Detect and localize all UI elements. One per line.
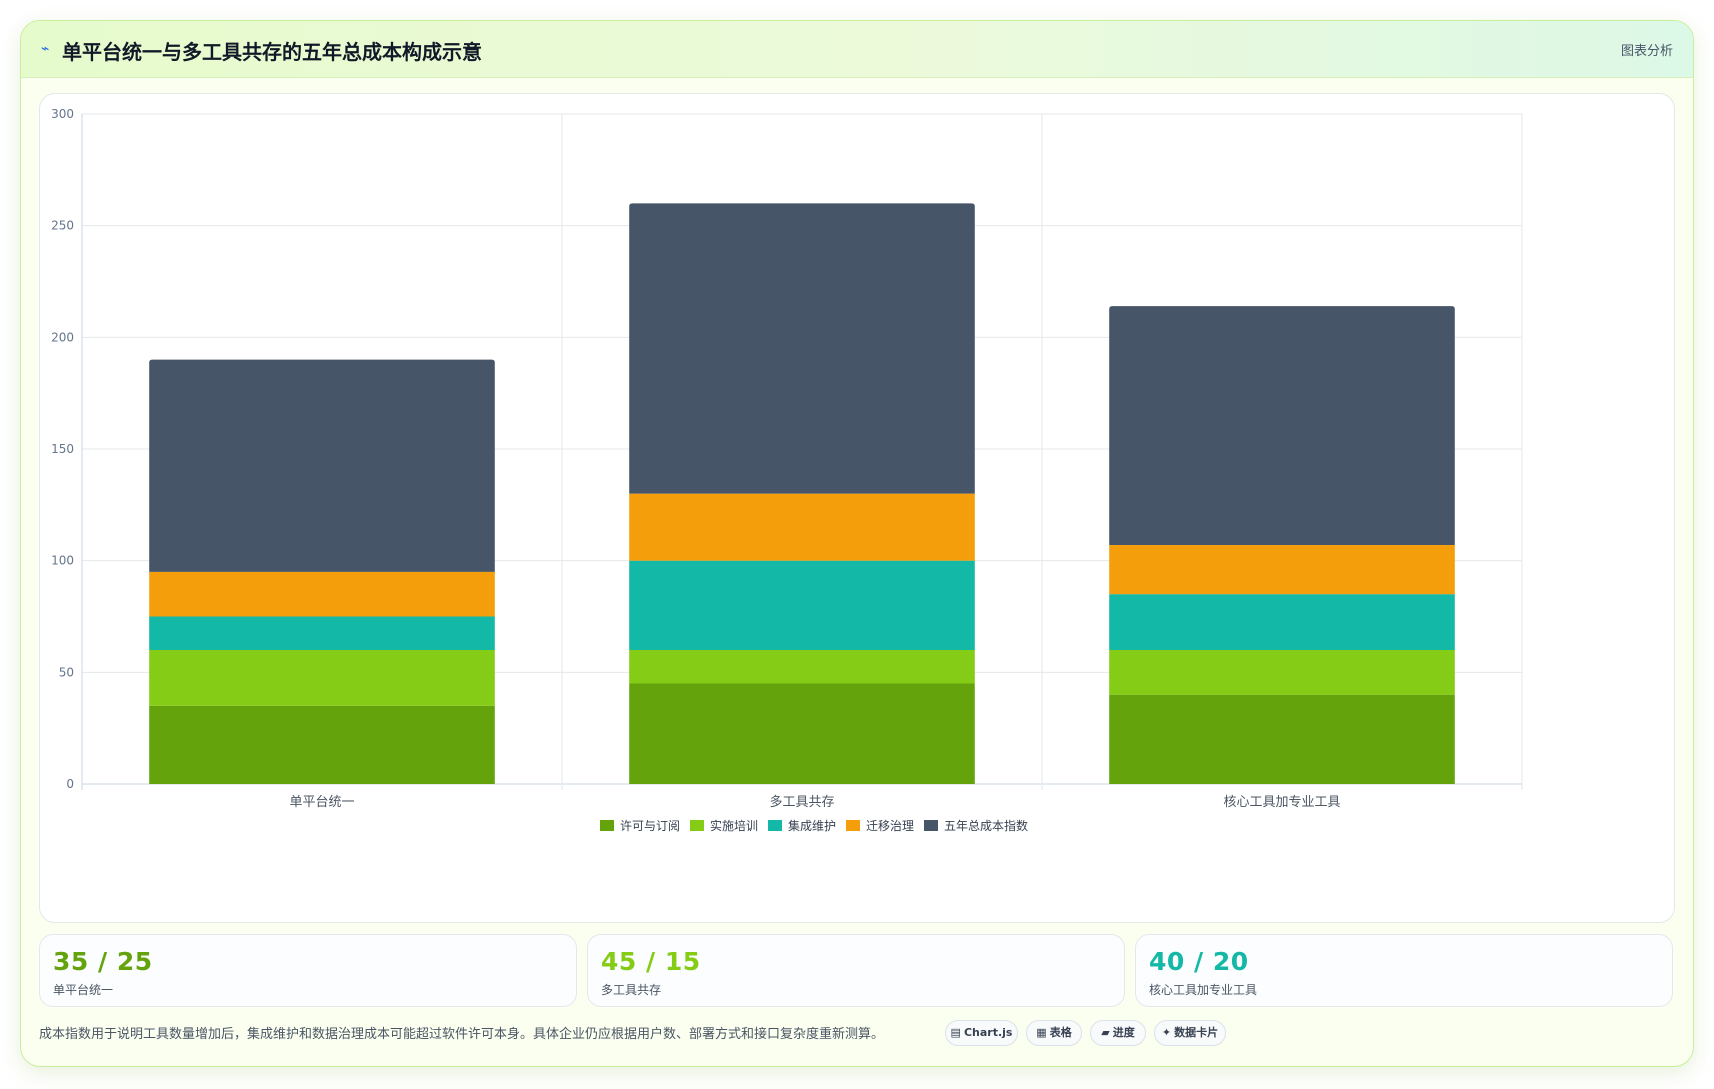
table-icon: ▦ xyxy=(1036,1026,1047,1039)
bar-segment xyxy=(149,616,495,650)
legend-swatch xyxy=(690,820,704,831)
stat-card-core-plus-specialist: 40 / 20 核心工具加专业工具 xyxy=(1135,934,1673,1007)
bar-segment xyxy=(1109,594,1455,650)
stat-value: 35 / 25 xyxy=(53,947,153,976)
bar-segment xyxy=(1109,650,1455,695)
footnote: 成本指数用于说明工具数量增加后，集成维护和数据治理成本可能超过软件许可本身。具体… xyxy=(39,1027,885,1042)
chart-title: 单平台统一与多工具共存的五年总成本构成示意 xyxy=(62,40,482,64)
stat-label: 多工具共存 xyxy=(601,983,662,997)
bar-segment xyxy=(149,571,495,617)
x-tick-label: 多工具共存 xyxy=(769,794,834,810)
bar-segment xyxy=(629,650,975,684)
legend-swatch xyxy=(846,820,860,831)
x-tick-label: 核心工具加专业工具 xyxy=(1223,795,1340,810)
legend-label: 许可与订阅 xyxy=(620,819,680,833)
stacked-bar-chart: 0 50 100 150 200 250 300 单平台统一 多工具共存 核心工具加专业工具许可与… xyxy=(51,107,1523,833)
stat-label: 核心工具加专业工具 xyxy=(1149,983,1258,997)
bar-segment xyxy=(1109,306,1455,546)
bar-segment xyxy=(1109,694,1455,784)
y-tick-label: 150 xyxy=(51,442,74,456)
legend-label: 五年总成本指数 xyxy=(944,818,1028,833)
legend-label: 迁移治理 xyxy=(866,819,914,833)
chip-chartjs[interactable]: ▤ Chart.js xyxy=(945,1020,1018,1046)
chip-progress[interactable]: ▰ 进度 xyxy=(1090,1020,1146,1046)
legend-swatch xyxy=(924,820,938,831)
bar-segment xyxy=(149,359,495,572)
chart-analysis-tag[interactable]: 图表分析 xyxy=(1620,44,1673,59)
stat-card-single-platform: 35 / 25 单平台统一 xyxy=(39,934,577,1007)
x-tick-label: 单平台统一 xyxy=(289,795,354,810)
legend-swatch xyxy=(768,820,782,831)
bar-segment xyxy=(149,650,495,706)
stat-value: 40 / 20 xyxy=(1149,947,1249,976)
y-tick-label: 100 xyxy=(51,554,74,568)
y-tick-label: 250 xyxy=(51,219,74,233)
chip-label: 表格 xyxy=(1049,1026,1072,1039)
chip-label: 数据卡片 xyxy=(1174,1026,1219,1039)
legend-swatch xyxy=(600,820,614,831)
chip-label: Chart.js xyxy=(963,1026,1013,1039)
bar-segment xyxy=(629,203,975,494)
y-tick-label: 0 xyxy=(66,777,74,791)
chip-data-card[interactable]: ✦ 数据卡片 xyxy=(1154,1020,1226,1046)
card-header: ⌁ 单平台统一与多工具共存的五年总成本构成示意 图表分析 xyxy=(21,21,1693,78)
legend-label: 集成维护 xyxy=(788,818,836,833)
stat-value: 45 / 15 xyxy=(601,947,701,976)
y-tick-label: 50 xyxy=(59,665,74,679)
y-tick-label: 300 xyxy=(51,107,74,121)
stat-card-multi-tool: 45 / 15 多工具共存 xyxy=(587,934,1125,1007)
bar-segment xyxy=(1109,545,1455,595)
chip-table[interactable]: ▦ 表格 xyxy=(1026,1020,1082,1046)
legend-label: 实施培训 xyxy=(710,818,758,833)
bar-segment xyxy=(629,683,975,784)
bar-segment xyxy=(149,705,495,784)
y-tick-label: 200 xyxy=(51,330,74,344)
stat-label: 单平台统一 xyxy=(53,983,114,997)
bar-segment xyxy=(629,493,975,561)
sparkle-icon: ✦ xyxy=(1161,1026,1172,1039)
line-chart-icon: ⌁ xyxy=(41,41,50,57)
chart-card: ⌁ 单平台统一与多工具共存的五年总成本构成示意 图表分析 0 50 100 150 20… xyxy=(20,20,1694,1067)
chart-icon: ▤ xyxy=(950,1026,961,1039)
chart-panel: 0 50 100 150 200 250 300 单平台统一 多工具共存 核心工具加专业工具许可与… xyxy=(39,93,1675,923)
bar-segment xyxy=(629,560,975,650)
chip-label: 进度 xyxy=(1112,1026,1135,1039)
progress-icon: ▰ xyxy=(1101,1026,1110,1039)
